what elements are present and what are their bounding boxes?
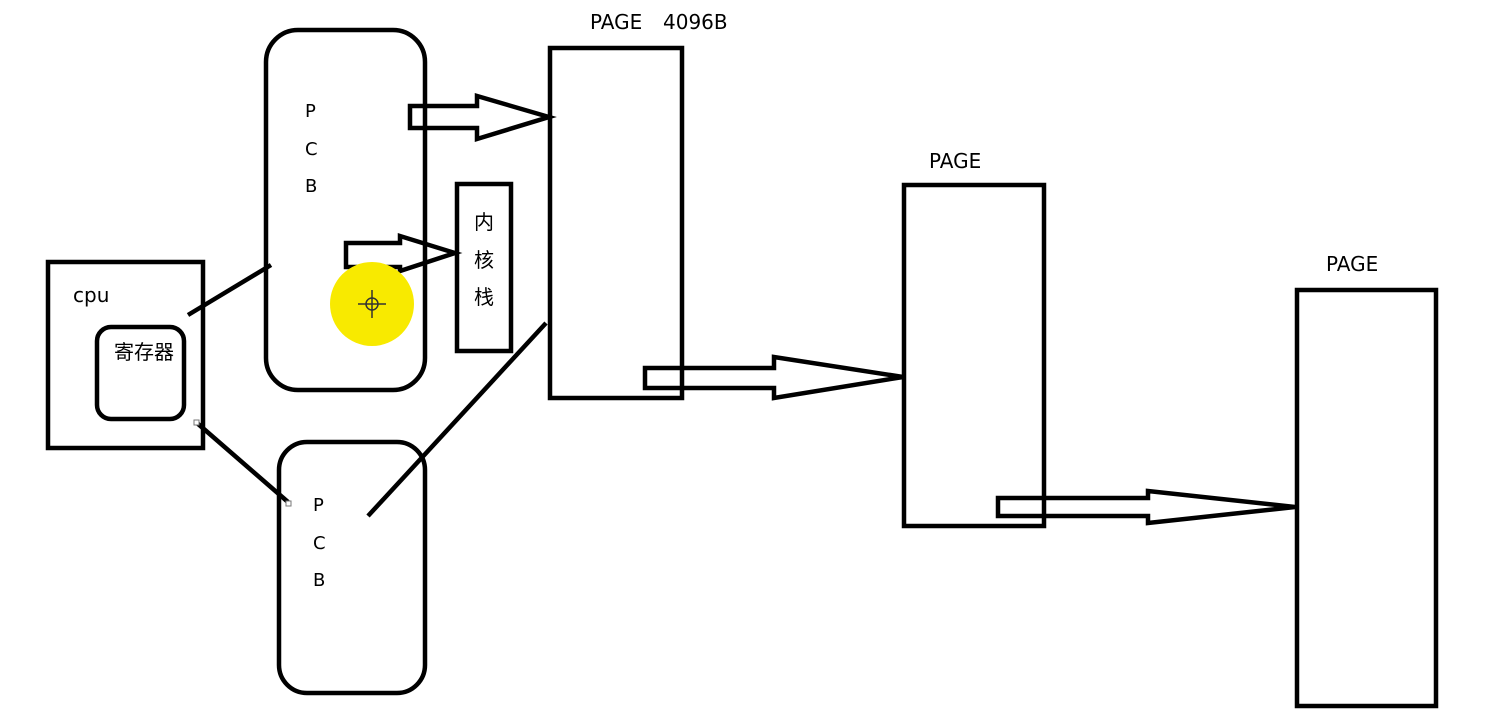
register-label: 寄存器 <box>114 340 174 364</box>
register-box <box>94 324 187 422</box>
kernel-stack-char: 栈 <box>474 285 494 309</box>
page-3-group: PAGE <box>1294 252 1439 709</box>
pcb-bottom-box <box>276 439 428 696</box>
pcb-bottom-to-page-line <box>366 321 548 518</box>
pcb-bottom-letter: B <box>313 570 325 591</box>
selection-handle <box>193 419 200 426</box>
page-2-to-page-3-arrow <box>995 488 1296 526</box>
page-1-size: 4096B <box>663 10 728 34</box>
page-3-label: PAGE <box>1326 252 1378 276</box>
crosshair-cursor-icon <box>358 290 386 318</box>
cursor-highlight <box>330 262 414 346</box>
cpu-to-pcb-top-line <box>186 263 273 317</box>
cpu-box <box>45 259 206 451</box>
pcb-bottom-letter: C <box>313 533 326 554</box>
pcb-top-group: P C B <box>263 27 428 393</box>
pcb-top-box <box>263 27 428 393</box>
pcb-top-letter: P <box>305 101 316 122</box>
page-1-to-page-2-arrow <box>642 354 904 401</box>
pcb-bottom-group: P C B <box>276 439 428 696</box>
cpu-group: cpu 寄存器 <box>45 259 206 451</box>
page-2-label: PAGE <box>929 149 981 173</box>
page-1-box <box>547 45 685 401</box>
selection-handle <box>285 500 292 507</box>
page-2-group: PAGE <box>901 149 1047 529</box>
page-3-box <box>1294 287 1439 709</box>
pcb-top-letter: B <box>305 176 317 197</box>
page-1-group: PAGE 4096B <box>547 10 728 401</box>
page-1-label: PAGE <box>590 10 642 34</box>
kernel-stack-char: 内 <box>474 210 494 234</box>
kernel-stack-box <box>454 181 514 354</box>
pcb-top-to-page-1-arrow <box>407 93 557 143</box>
pcb-bottom-letter: P <box>313 495 324 516</box>
cpu-to-pcb-bottom-line <box>195 421 290 504</box>
page-2-box <box>901 182 1047 529</box>
pcb-top-letter: C <box>305 139 318 160</box>
cpu-label: cpu <box>73 283 109 307</box>
kernel-stack-group: 内 核 栈 <box>454 181 514 354</box>
kernel-stack-char: 核 <box>474 248 494 272</box>
